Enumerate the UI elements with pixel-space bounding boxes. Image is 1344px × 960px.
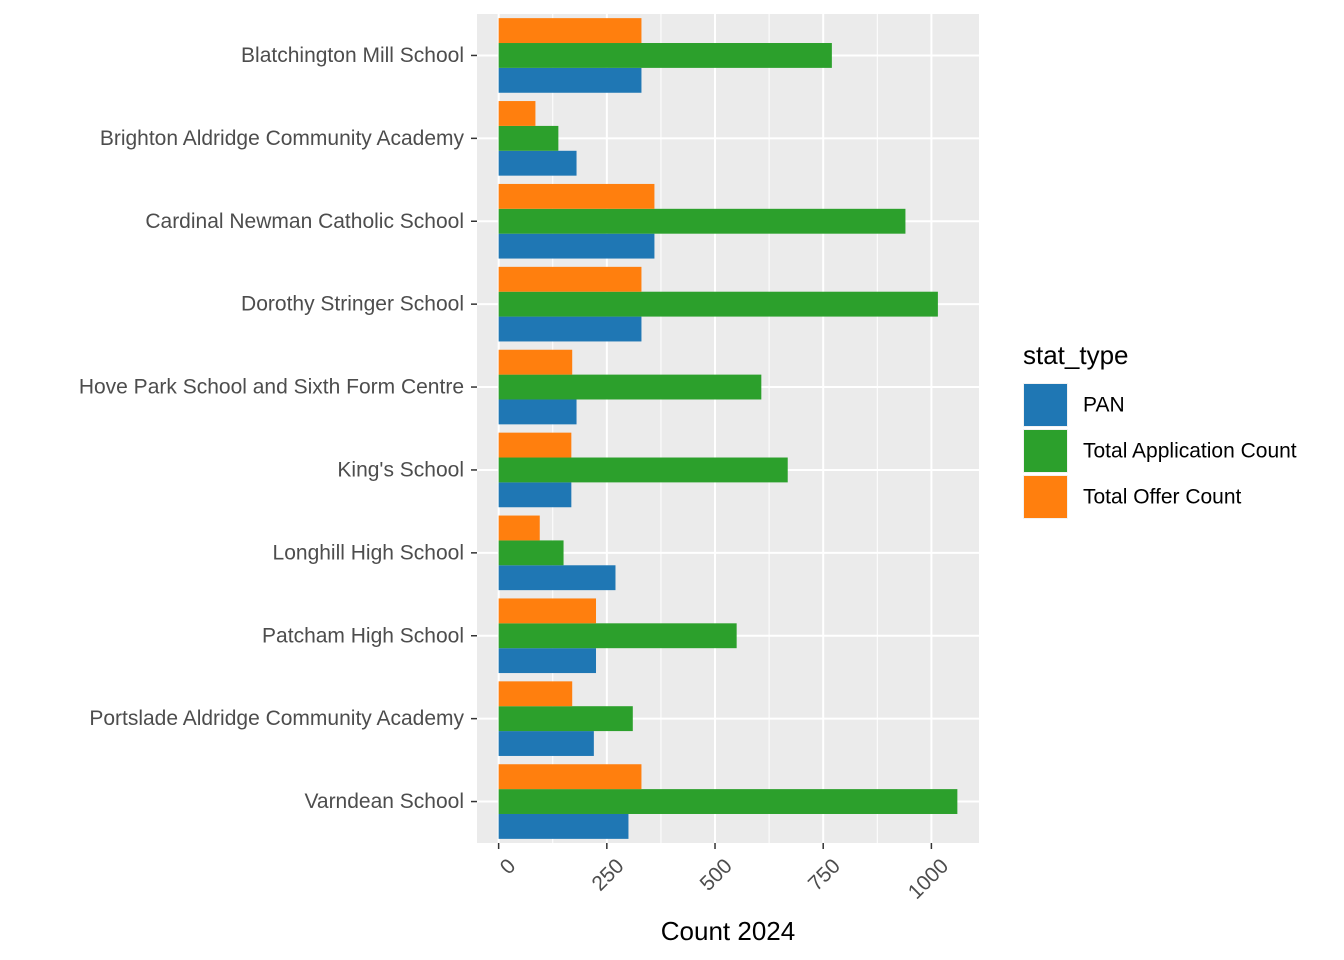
y-axis: Blatchington Mill School Brighton Aldridg… [79, 44, 477, 813]
bar-total-application-count [498, 623, 737, 649]
bar-total-application-count [498, 208, 906, 234]
bar-total-application-count [498, 540, 564, 566]
legend-swatch [1024, 430, 1067, 472]
y-tick-label: Blatchington Mill School [241, 44, 464, 67]
bar-total-offer-count [498, 598, 597, 624]
bar-pan [498, 565, 616, 591]
bar-pan [498, 316, 642, 342]
bar-total-offer-count [498, 101, 536, 126]
bar-total-application-count [498, 125, 559, 151]
bar-total-application-count [498, 706, 633, 732]
y-tick-label: Dorothy Stringer School [241, 293, 464, 316]
bar-pan [498, 648, 597, 674]
legend: stat_type PAN Total Application Count Tota… [1023, 340, 1297, 519]
bar-total-offer-count [498, 266, 642, 292]
x-tick-label: 1000 [904, 854, 953, 903]
bars [498, 18, 958, 839]
y-tick-label: Hove Park School and Sixth Form Centre [79, 376, 464, 399]
y-tick-label: Brighton Aldridge Community Academy [100, 127, 465, 150]
bar-pan [498, 482, 572, 508]
x-axis-title: Count 2024 [661, 916, 795, 946]
bar-pan [498, 813, 629, 839]
x-tick-label: 250 [588, 854, 629, 895]
legend-label: Total Application Count [1083, 440, 1297, 463]
bar-total-offer-count [498, 183, 655, 209]
y-tick-label: King's School [337, 458, 464, 481]
legend-swatch [1024, 384, 1067, 426]
x-tick-label: 500 [696, 854, 737, 895]
bar-pan [498, 67, 642, 93]
bar-total-offer-count [498, 515, 540, 541]
bar-total-application-count [498, 291, 938, 317]
y-tick-label: Varndean School [304, 790, 464, 813]
legend-label: PAN [1083, 394, 1125, 417]
bar-pan [498, 731, 594, 756]
bar-total-application-count [498, 457, 788, 483]
x-axis: 0 250 500 750 1000 [496, 843, 953, 904]
bar-total-application-count [498, 374, 762, 400]
bar-pan [498, 399, 577, 425]
y-tick-label: Cardinal Newman Catholic School [145, 210, 464, 233]
y-tick-label: Patcham High School [262, 624, 464, 647]
bar-total-offer-count [498, 18, 642, 44]
bar-total-offer-count [498, 681, 573, 707]
bar-total-application-count [498, 43, 832, 68]
bar-pan [498, 150, 577, 176]
x-tick-label: 750 [804, 854, 845, 895]
y-tick-label: Portslade Aldridge Community Academy [89, 707, 464, 730]
bar-total-offer-count [498, 432, 572, 458]
legend-swatch [1024, 476, 1067, 518]
x-tick-label: 0 [496, 854, 521, 879]
y-tick-label: Longhill High School [273, 541, 464, 564]
bar-total-offer-count [498, 349, 573, 375]
bar-total-application-count [498, 789, 958, 814]
legend-title: stat_type [1023, 340, 1129, 370]
bar-total-offer-count [498, 764, 642, 790]
bar-pan [498, 233, 655, 259]
legend-label: Total Offer Count [1083, 486, 1242, 509]
